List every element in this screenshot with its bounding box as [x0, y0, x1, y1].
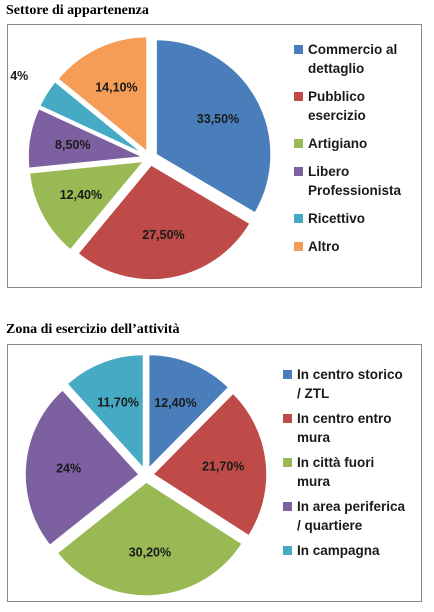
- chart1-slice-0: [155, 38, 272, 215]
- chart2-legend-label-0: In centro storico / ZTL: [297, 367, 403, 401]
- chart2-slice-0: [147, 353, 230, 471]
- chart1-legend-swatch-4: [294, 214, 303, 223]
- chart1-title: Settore di appartenenza: [6, 3, 149, 18]
- chart1-slice-label-5: 14,10%: [95, 80, 137, 94]
- chart1-slice-3: [27, 107, 146, 170]
- chart2-pie: 12,40% 21,70% 30,20% 24% 11,70%: [24, 353, 268, 597]
- chart2-legend-swatch-4: [283, 546, 292, 555]
- chart1-slice-2: [28, 160, 146, 251]
- chart1-slice-4: [38, 80, 145, 155]
- chart1-slice-5: [56, 35, 148, 154]
- chart2-slice-label-2: 30,20%: [129, 546, 171, 560]
- chart1-frame: 33,50% 27,50% 12,40% 8,50% 4% 14,10% Commerci…: [7, 24, 422, 288]
- chart2-legend-label-1: In centro entro mura: [297, 411, 392, 445]
- chart1-legend-swatch-3: [294, 167, 303, 176]
- chart1-pie: 33,50% 27,50% 12,40% 8,50% 4% 14,10%: [10, 35, 272, 281]
- chart2-slice-1: [151, 392, 268, 537]
- chart2-legend-label-4: In campagna: [297, 543, 380, 558]
- chart1-legend-label-5: Altro: [308, 239, 340, 254]
- chart2-slice-2: [56, 481, 244, 597]
- chart2-legend-swatch-3: [283, 502, 292, 511]
- chart2-slice-label-4: 11,70%: [97, 396, 139, 410]
- chart1-slice-1: [76, 163, 252, 281]
- chart1-legend-label-2: Artigiano: [308, 136, 368, 151]
- chart1-slice-label-0: 33,50%: [197, 112, 239, 126]
- chart2-slice-label-3: 24%: [56, 462, 81, 476]
- chart2-slice-4: [65, 353, 145, 471]
- chart2-slice-3: [24, 388, 141, 547]
- chart2-slice-label-0: 12,40%: [154, 396, 196, 410]
- chart2-legend-label-3: In area periferica / quartiere: [297, 499, 406, 533]
- chart2-title: Zona di esercizio dell’attività: [6, 322, 180, 337]
- chart2-slice-label-1: 21,70%: [202, 459, 244, 473]
- chart2-legend-swatch-0: [283, 370, 292, 379]
- chart1-legend-swatch-5: [294, 242, 303, 251]
- chart1-legend-swatch-0: [294, 45, 303, 54]
- chart1-legend-label-1: Pubblico esercizio: [308, 89, 366, 123]
- chart1-legend-swatch-1: [294, 92, 303, 101]
- chart1-slice-label-2: 12,40%: [60, 188, 102, 202]
- chart2-legend-swatch-2: [283, 458, 292, 467]
- chart1-slice-label-1: 27,50%: [142, 228, 184, 242]
- chart1-legend-label-0: Commercio al dettaglio: [308, 42, 398, 76]
- chart1-slice-label-3: 8,50%: [55, 138, 90, 152]
- chart1-legend-swatch-2: [294, 139, 303, 148]
- chart2-frame: 12,40% 21,70% 30,20% 24% 11,70% In centro st…: [7, 344, 422, 602]
- chart1-legend-label-4: Ricettivo: [308, 211, 366, 226]
- chart1-legend-label-3: Libero Professionista: [308, 164, 402, 198]
- chart2-legend-swatch-1: [283, 414, 292, 423]
- chart2-legend-label-2: In città fuori mura: [297, 455, 375, 489]
- chart1-slice-label-4: 4%: [10, 69, 28, 83]
